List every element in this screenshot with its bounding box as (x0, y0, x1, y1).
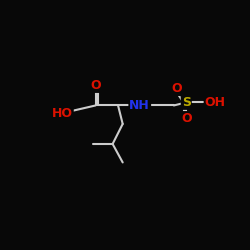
Text: O: O (172, 82, 182, 95)
Text: S: S (182, 96, 191, 109)
Text: NH: NH (130, 99, 150, 112)
Text: O: O (181, 112, 192, 125)
Text: OH: OH (205, 96, 226, 109)
Text: O: O (90, 79, 101, 92)
Text: HO: HO (52, 107, 73, 120)
